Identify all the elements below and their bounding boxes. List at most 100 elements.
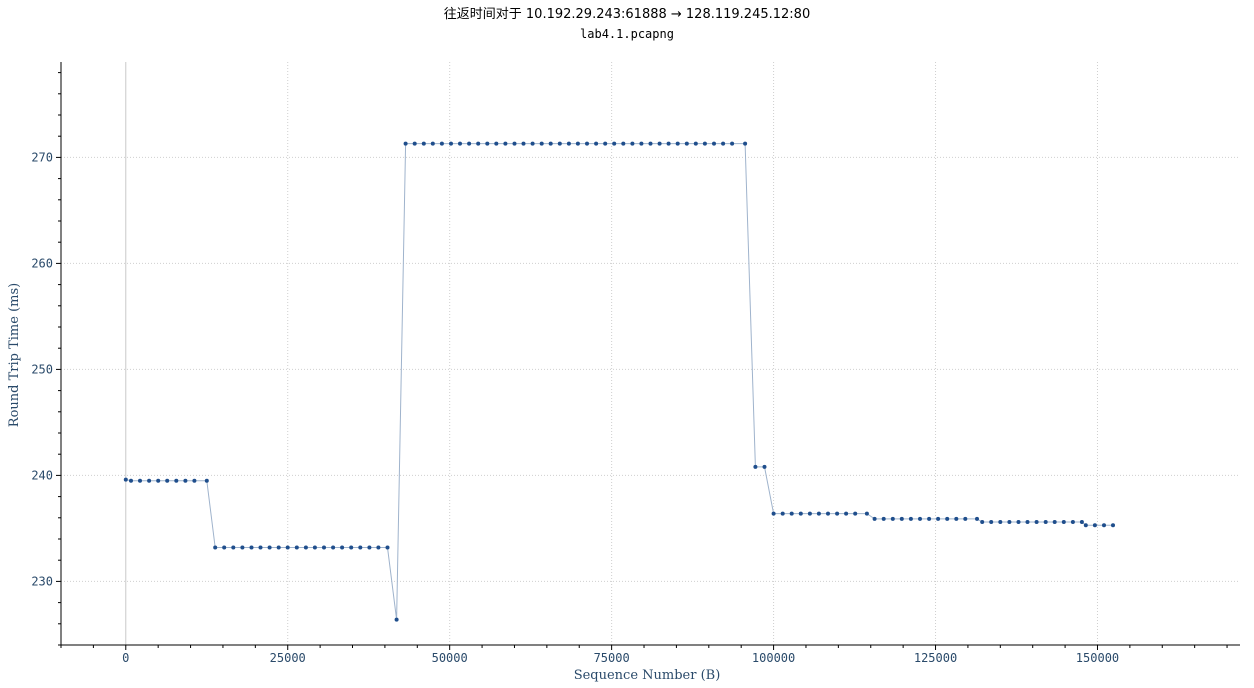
data-point	[138, 478, 142, 483]
data-point	[945, 516, 950, 521]
data-point	[449, 141, 453, 146]
y-tick-label: 230	[31, 574, 53, 588]
data-point	[603, 141, 608, 146]
data-point	[1070, 520, 1075, 524]
y-tick-label: 270	[31, 150, 53, 164]
data-point	[349, 545, 354, 550]
data-point	[998, 520, 1003, 524]
data-point	[684, 141, 689, 146]
data-point	[864, 511, 869, 516]
x-tick-label: 150000	[1076, 651, 1119, 665]
data-point	[1092, 523, 1097, 528]
data-point	[367, 545, 372, 550]
series-line	[125, 143, 1113, 620]
data-point	[980, 520, 985, 524]
data-point	[798, 511, 803, 516]
data-point	[612, 141, 617, 146]
data-point	[123, 477, 128, 482]
data-point	[303, 545, 308, 550]
data-point	[853, 511, 858, 516]
x-tick-label: 75000	[594, 651, 630, 665]
data-point	[1025, 520, 1030, 524]
data-point	[743, 141, 748, 146]
x-axis-label: Sequence Number (B)	[574, 668, 721, 683]
data-point	[975, 516, 979, 521]
data-point	[899, 516, 904, 521]
data-point	[204, 478, 209, 483]
data-point	[753, 464, 758, 469]
data-point	[639, 141, 644, 146]
chart-title: 往返时间对于 10.192.29.243:61888 → 128.119.245…	[443, 7, 811, 22]
data-point	[918, 516, 922, 521]
data-point	[412, 141, 417, 146]
data-point	[712, 141, 716, 146]
data-point	[129, 478, 133, 483]
data-point	[165, 478, 170, 483]
x-tick-label: 100000	[752, 651, 795, 665]
data-point	[240, 545, 245, 550]
data-point	[1007, 520, 1012, 524]
data-point	[585, 141, 589, 146]
data-point	[1043, 520, 1048, 524]
data-point	[249, 545, 254, 550]
data-point	[844, 511, 849, 516]
x-ticks: 0 25000 50000 75000 100000 125000 150000	[60, 645, 1228, 665]
data-point	[548, 141, 553, 146]
data-point	[881, 516, 886, 521]
data-point	[927, 516, 932, 521]
data-point	[730, 141, 735, 146]
data-point	[1083, 523, 1088, 528]
data-point	[276, 545, 281, 550]
data-point	[807, 511, 812, 516]
data-point	[503, 141, 508, 146]
data-point	[294, 545, 299, 550]
data-point	[231, 545, 236, 550]
data-point	[539, 141, 544, 146]
data-point	[147, 478, 152, 483]
y-tick-label: 240	[31, 468, 53, 482]
data-point	[322, 545, 326, 550]
data-point	[358, 545, 363, 550]
data-point	[467, 141, 472, 146]
data-point	[648, 141, 653, 146]
data-point	[385, 545, 390, 550]
data-point	[908, 516, 913, 521]
data-point	[494, 141, 499, 146]
data-point	[430, 141, 435, 146]
grid-lines	[61, 62, 1240, 645]
y-tick-label: 250	[31, 362, 53, 376]
series-rtt	[123, 141, 1115, 622]
data-point	[1052, 520, 1057, 524]
data-point	[1111, 523, 1115, 528]
data-point	[258, 545, 263, 550]
data-point	[403, 141, 408, 146]
data-point	[963, 516, 968, 521]
data-point	[1034, 520, 1039, 524]
data-point	[331, 545, 336, 550]
data-point	[458, 141, 462, 146]
y-ticks: 230 240 250 260 270	[31, 72, 61, 646]
data-point	[267, 545, 272, 550]
data-point	[693, 141, 698, 146]
data-point	[780, 511, 785, 516]
axes	[60, 62, 1240, 646]
data-point	[954, 516, 959, 521]
data-point	[285, 545, 290, 550]
data-point	[439, 141, 444, 146]
data-point	[936, 516, 941, 521]
data-point	[789, 511, 794, 516]
data-point	[621, 141, 626, 146]
data-point	[1061, 520, 1066, 524]
data-point	[1016, 520, 1021, 524]
data-point	[657, 141, 662, 146]
x-tick-label: 50000	[432, 651, 468, 665]
data-point	[835, 511, 840, 516]
data-point	[890, 516, 895, 521]
data-point	[575, 141, 580, 146]
x-tick-label: 25000	[270, 651, 306, 665]
data-point	[762, 464, 767, 469]
data-point	[192, 478, 197, 483]
data-point	[989, 520, 994, 524]
data-point	[421, 141, 426, 146]
data-point	[222, 545, 227, 550]
